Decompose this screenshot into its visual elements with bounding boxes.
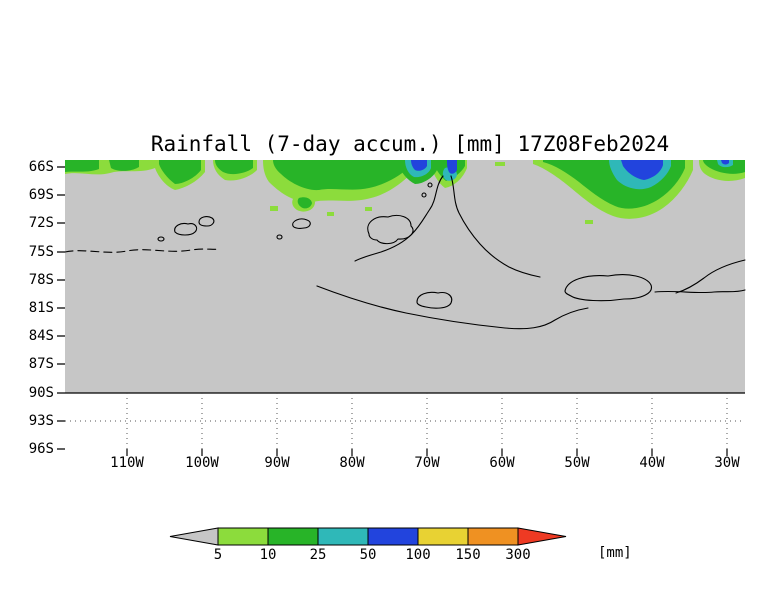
rain-shading-50-100mm bbox=[411, 160, 729, 180]
berkner-island-contour bbox=[564, 274, 652, 302]
lat-axis-label: 93S bbox=[29, 413, 54, 429]
lon-tick-marks bbox=[126, 449, 728, 456]
lat-axis-label: 96S bbox=[29, 441, 54, 457]
lat-axis-label: 78S bbox=[29, 272, 54, 288]
colorbar-tick-label: 150 bbox=[455, 547, 480, 563]
colorbar-segment bbox=[267, 527, 319, 546]
lon-axis-label: 110W bbox=[110, 455, 144, 471]
colorbar: 5 10 25 50 100 150 300 [mm] bbox=[169, 527, 632, 563]
colorbar-tick-label: 5 bbox=[214, 547, 222, 563]
colorbar-segment bbox=[217, 527, 269, 546]
colorbar-left-arrow bbox=[169, 527, 219, 546]
lon-axis-label: 40W bbox=[639, 455, 665, 471]
map-plot bbox=[57, 160, 746, 456]
lon-axis: 110W 100W 90W 80W 70W 60W 50W 40W 30W bbox=[110, 455, 740, 471]
lat-axis-label: 81S bbox=[29, 300, 54, 316]
lat-axis-label: 66S bbox=[29, 159, 54, 175]
east-coast-lower bbox=[654, 289, 746, 294]
peninsula-east-coast bbox=[450, 175, 541, 278]
lon-axis-label: 70W bbox=[414, 455, 440, 471]
lat-axis-label: 87S bbox=[29, 356, 54, 372]
lon-axis-label: 80W bbox=[339, 455, 365, 471]
lat-tick-marks bbox=[57, 166, 65, 450]
colorbar-segment bbox=[317, 527, 369, 546]
lon-axis-label: 100W bbox=[185, 455, 219, 471]
gridlines bbox=[65, 393, 745, 449]
island-contours bbox=[157, 182, 433, 242]
lat-axis-label: 69S bbox=[29, 187, 54, 203]
peninsula-west-coast bbox=[354, 175, 444, 262]
coastline-dashed-west bbox=[64, 248, 220, 253]
lon-axis-label: 60W bbox=[489, 455, 515, 471]
rain-shading-10-25mm bbox=[65, 160, 745, 209]
colorbar-tick-label: 300 bbox=[505, 547, 530, 563]
colorbar-tick-label: 100 bbox=[405, 547, 430, 563]
lon-axis-label: 50W bbox=[564, 455, 590, 471]
colorbar-segment bbox=[417, 527, 469, 546]
lat-axis-label: 90S bbox=[29, 385, 54, 401]
colorbar-tick-label: 10 bbox=[260, 547, 277, 563]
lat-axis-label: 84S bbox=[29, 328, 54, 344]
plot-title: Rainfall (7-day accum.) [mm] 17Z08Feb202… bbox=[151, 132, 669, 156]
colorbar-tick-label: 25 bbox=[310, 547, 327, 563]
colorbar-unit-label: [mm] bbox=[598, 545, 632, 561]
lon-axis-label: 30W bbox=[714, 455, 740, 471]
colorbar-segment bbox=[367, 527, 419, 546]
east-coast-upper bbox=[675, 259, 746, 294]
lat-axis-label: 72S bbox=[29, 215, 54, 231]
lon-axis-label: 90W bbox=[264, 455, 290, 471]
lat-axis: 66S 69S 72S 75S 78S 81S 84S 87S 90S 93S … bbox=[29, 159, 54, 457]
lat-axis-label: 75S bbox=[29, 244, 54, 260]
ice-front-island-contour bbox=[416, 291, 453, 309]
colorbar-tick-label: 50 bbox=[360, 547, 377, 563]
colorbar-right-arrow bbox=[517, 527, 567, 546]
colorbar-segment bbox=[467, 527, 519, 546]
embayment-coast bbox=[316, 285, 589, 330]
